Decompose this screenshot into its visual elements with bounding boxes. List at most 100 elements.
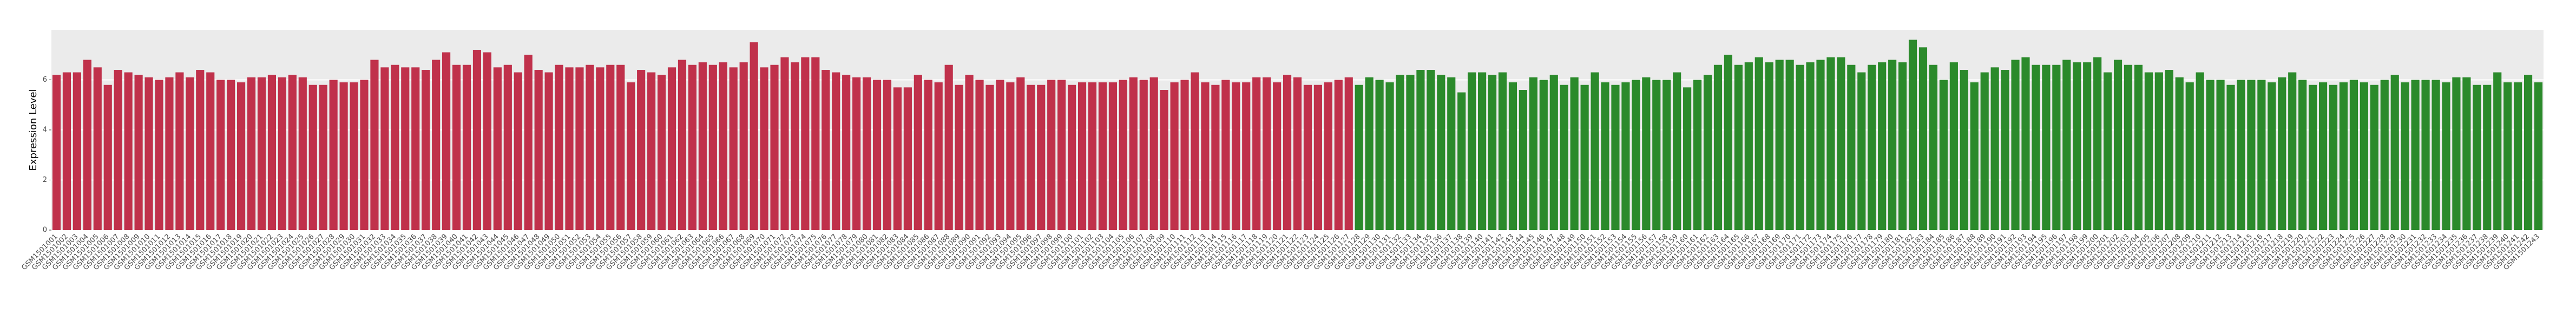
bar: [2349, 80, 2358, 230]
bar: [360, 80, 369, 230]
bar: [165, 77, 174, 230]
bar: [586, 64, 594, 230]
bar: [2288, 72, 2297, 230]
bar: [1990, 67, 1999, 230]
bar: [2083, 62, 2092, 230]
y-tick-label: 6: [43, 76, 47, 84]
bar: [1868, 64, 1876, 230]
bar: [2329, 84, 2338, 230]
bar: [1662, 80, 1671, 230]
bar: [329, 80, 338, 230]
bar: [2401, 82, 2409, 230]
bar: [2473, 84, 2481, 230]
bar: [1939, 80, 1948, 230]
bar: [319, 84, 327, 230]
bar: [1918, 47, 1928, 230]
bar: [2144, 72, 2153, 230]
bar: [186, 77, 194, 230]
bar: [1734, 64, 1743, 230]
bar: [657, 75, 666, 230]
bar: [401, 67, 410, 230]
bar: [1263, 77, 1271, 230]
bar: [2503, 82, 2512, 230]
bar: [1570, 77, 1579, 230]
bar: [1180, 80, 1189, 230]
bar: [514, 72, 522, 230]
bar: [1693, 80, 1702, 230]
bar: [1960, 70, 1968, 230]
bar: [503, 64, 512, 230]
bar: [1396, 75, 1404, 230]
bar: [1703, 75, 1712, 230]
bar: [975, 80, 984, 230]
y-tick-label: 0: [43, 226, 47, 234]
bar: [124, 72, 133, 230]
bar: [2411, 80, 2420, 230]
bar: [2062, 60, 2071, 230]
bar: [822, 70, 830, 230]
bar: [472, 50, 482, 230]
bar: [1447, 77, 1456, 230]
bar: [1273, 82, 1282, 230]
bar: [1406, 75, 1415, 230]
bar: [2154, 72, 2163, 230]
bar: [1057, 80, 1066, 230]
bar: [1108, 82, 1117, 230]
bar: [534, 70, 543, 230]
bar: [1519, 90, 1527, 230]
bar: [1837, 57, 1845, 230]
bar: [83, 60, 91, 230]
bar: [2185, 82, 2194, 230]
bar: [1375, 80, 1384, 230]
bar: [1826, 57, 1835, 230]
bar: [134, 75, 143, 230]
bar: [2073, 62, 2081, 230]
bar: [1970, 82, 1979, 230]
bar: [852, 77, 861, 230]
bar: [1047, 80, 1056, 230]
bar: [555, 64, 563, 230]
bar: [760, 67, 768, 230]
bar: [2483, 84, 2492, 230]
bar: [2380, 80, 2389, 230]
bar: [2134, 64, 2143, 230]
bar: [606, 64, 615, 230]
bar: [1857, 72, 1866, 230]
bar: [1211, 84, 1220, 230]
bar: [872, 80, 882, 230]
bar: [1878, 62, 1887, 230]
bar: [1077, 82, 1087, 230]
bar: [914, 75, 922, 230]
bar: [237, 82, 246, 230]
bar: [257, 77, 266, 230]
bar: [2021, 57, 2030, 230]
bar: [52, 75, 61, 230]
bar: [2216, 80, 2225, 230]
bar: [1775, 60, 1784, 230]
bar: [955, 84, 963, 230]
bar: [1683, 87, 1692, 230]
bar: [1888, 60, 1897, 230]
bar: [483, 52, 491, 230]
bar: [1713, 64, 1723, 230]
bar: [155, 80, 163, 230]
bar: [2462, 77, 2471, 230]
bar: [1949, 62, 1958, 230]
bar: [575, 67, 584, 230]
bar: [1027, 84, 1035, 230]
bar: [1468, 72, 1476, 230]
bar: [1457, 92, 1466, 230]
bar: [452, 64, 461, 230]
bar: [739, 62, 748, 230]
bar: [524, 55, 533, 230]
bar: [370, 60, 379, 230]
bar: [114, 70, 122, 230]
bar: [1201, 82, 1210, 230]
bar: [1673, 72, 1681, 230]
bar: [1016, 77, 1025, 230]
bar: [616, 64, 625, 230]
bar: [2370, 84, 2378, 230]
bar: [1242, 82, 1251, 230]
bar: [2421, 80, 2430, 230]
bar: [2339, 82, 2348, 230]
